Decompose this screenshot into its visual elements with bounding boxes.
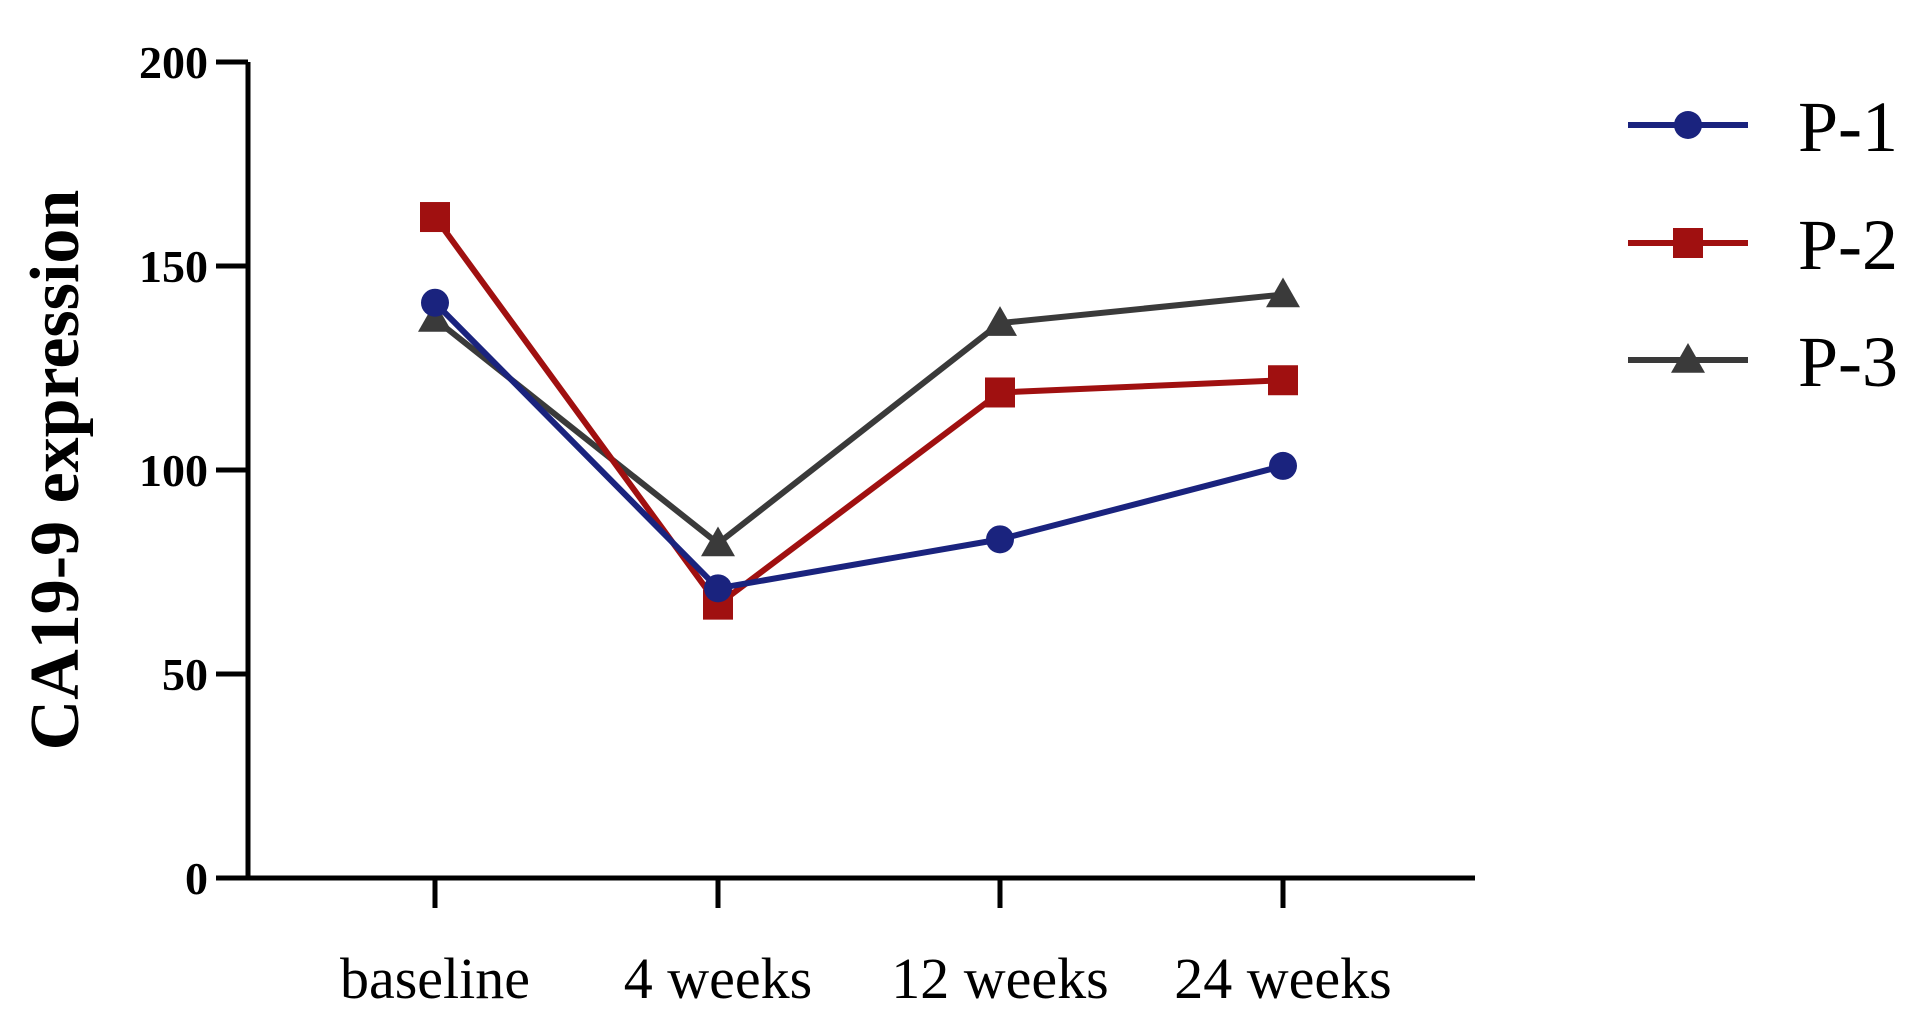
axes: 0 50 100 150 200 baseline 4 weeks 12 weeks 24 we… [139,37,1475,1011]
data-point [420,202,450,233]
series-P-2 [420,202,1298,620]
data-point [985,377,1015,408]
legend-item: P-3 [1628,322,1898,402]
series-P-3 [418,277,1300,557]
legend: P-1 P-2 P-3 [1628,87,1898,402]
data-point [1266,277,1300,308]
series-layer [418,202,1300,620]
data-point [701,526,735,557]
y-tick-label: 200 [139,37,208,88]
series-P-1 [421,288,1297,603]
data-point [986,525,1014,554]
y-tick-label: 150 [139,241,208,292]
x-tick-label: 12 weeks [891,946,1108,1011]
legend-marker [1674,111,1702,139]
series-line [432,300,1284,592]
data-point [1269,451,1297,480]
y-axis-label: CA19-9 expression [17,190,94,751]
y-tick-label: 0 [185,853,208,904]
data-point [418,302,452,332]
series-line [432,215,1284,608]
data-point [704,574,732,603]
x-tick-label: 24 weeks [1174,946,1391,1011]
y-tick-label: 50 [162,649,208,700]
legend-marker [1671,343,1705,373]
legend-marker [1673,228,1703,258]
legend-item: P-2 [1628,205,1898,285]
series-line [433,291,1284,547]
data-point [983,306,1017,336]
legend-item: P-1 [1628,87,1898,167]
legend-label: P-2 [1798,205,1898,285]
x-tick-label: 4 weeks [624,946,812,1011]
data-point [421,288,449,317]
legend-label: P-1 [1798,87,1898,167]
data-point [1268,365,1298,396]
x-tick-label: baseline [340,946,530,1011]
legend-label: P-3 [1798,322,1898,402]
y-tick-label: 100 [139,445,208,496]
